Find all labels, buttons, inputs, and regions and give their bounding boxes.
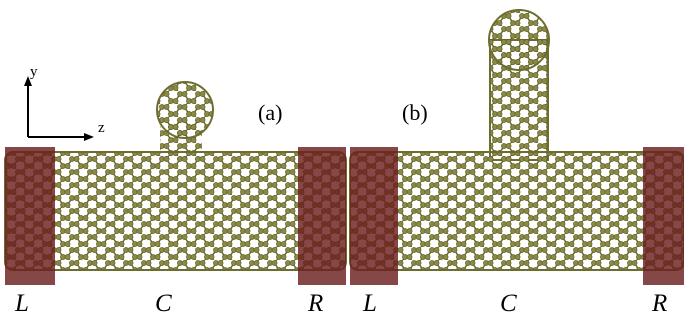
lead-box (5, 147, 55, 285)
axes-icon (24, 76, 94, 141)
region-label: R (307, 290, 323, 317)
region-label: L (362, 290, 377, 317)
region-label: C (500, 290, 517, 317)
lead-box (350, 147, 398, 285)
axis-z-label: z (98, 120, 105, 136)
region-label: C (155, 290, 172, 317)
region-label: R (651, 290, 667, 317)
nanotube-b (350, 10, 684, 270)
lead-box (298, 147, 346, 285)
axis-y-label: y (30, 64, 38, 80)
figure: y z (a) (b) L C R L C R (0, 0, 684, 321)
panel-label: (a) (258, 100, 282, 125)
region-label: L (14, 290, 29, 317)
nanotube-a (5, 82, 346, 270)
lead-box (643, 147, 684, 285)
panel-label: (b) (402, 100, 428, 125)
